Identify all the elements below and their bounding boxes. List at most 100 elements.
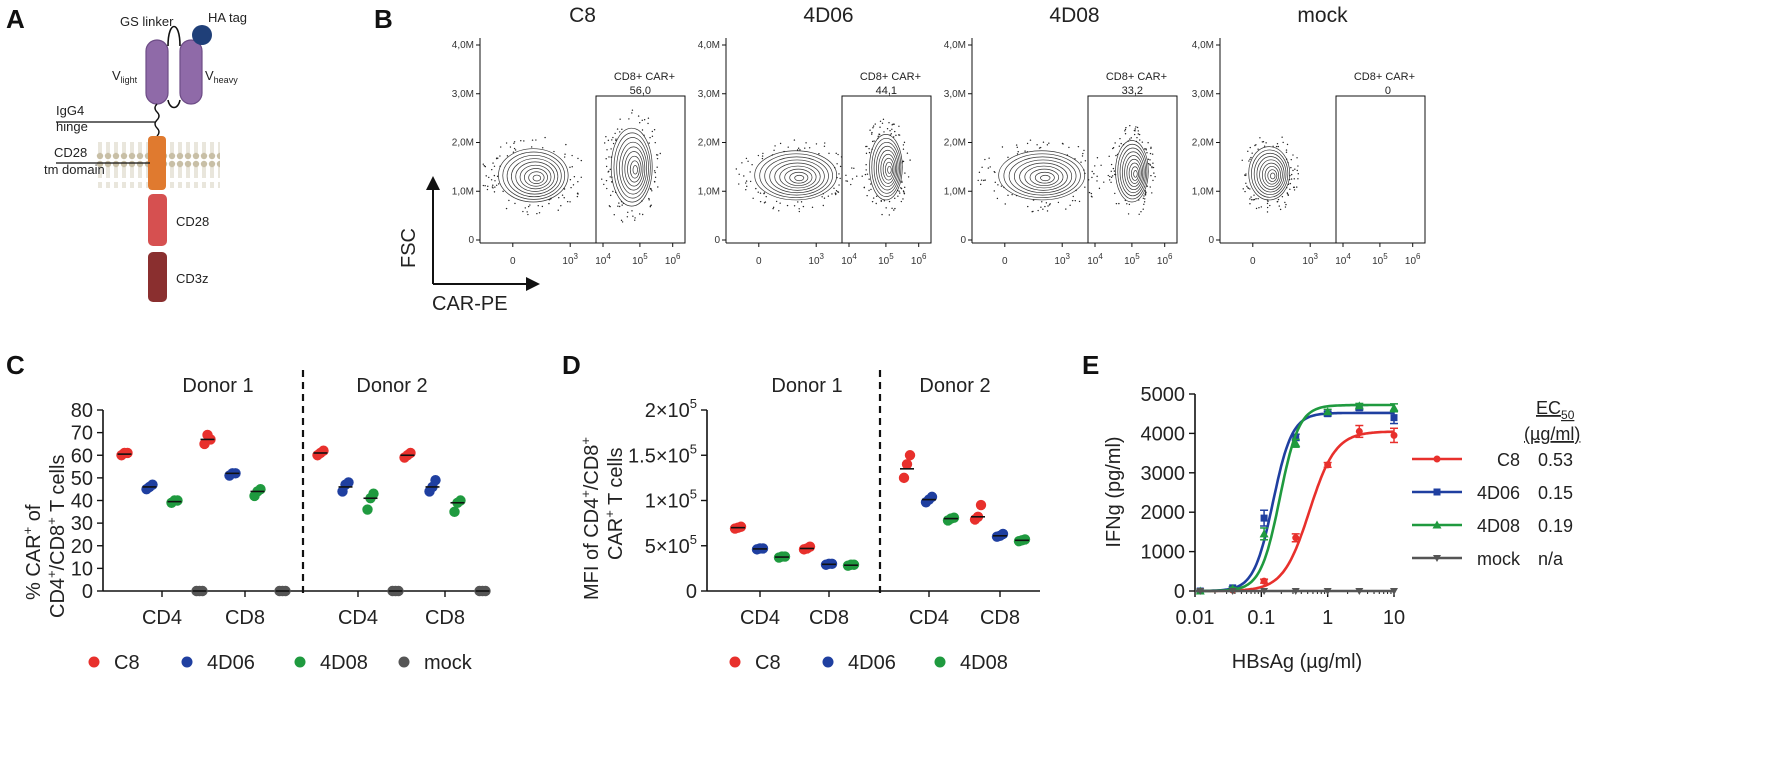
event-dot bbox=[883, 200, 886, 202]
event-dot bbox=[494, 186, 496, 188]
data-point-4D08 bbox=[172, 495, 183, 506]
event-dot bbox=[745, 189, 747, 191]
event-dot bbox=[1096, 175, 1098, 178]
car-arrowhead bbox=[526, 277, 540, 291]
event-dot bbox=[823, 145, 826, 147]
event-dot bbox=[778, 210, 780, 212]
flow-y-tick-label: 4,0M bbox=[452, 40, 474, 51]
event-dot bbox=[741, 162, 743, 164]
event-dot bbox=[888, 214, 891, 216]
event-dot bbox=[527, 213, 529, 216]
event-dot bbox=[1112, 147, 1114, 150]
event-dot bbox=[651, 190, 653, 192]
event-dot bbox=[1127, 213, 1130, 215]
event-dot bbox=[872, 125, 875, 127]
contour-line bbox=[1117, 143, 1148, 200]
data-point-C8 bbox=[318, 445, 329, 456]
event-dot bbox=[818, 152, 820, 155]
event-dot bbox=[1116, 153, 1119, 156]
event-dot bbox=[775, 200, 778, 203]
event-dot bbox=[1088, 191, 1091, 194]
event-dot bbox=[580, 176, 582, 178]
legend-marker bbox=[88, 656, 100, 668]
event-dot bbox=[870, 188, 872, 191]
y-tick-label: 1×105 bbox=[645, 487, 697, 513]
event-dot bbox=[1091, 176, 1093, 179]
event-dot bbox=[1042, 208, 1044, 210]
flow-x-tick-label: 0 bbox=[510, 256, 516, 267]
event-dot bbox=[573, 176, 576, 178]
event-dot bbox=[491, 168, 493, 171]
event-dot bbox=[996, 197, 999, 200]
event-dot bbox=[1015, 194, 1018, 197]
event-dot bbox=[875, 195, 878, 198]
event-dot bbox=[495, 157, 498, 159]
event-dot bbox=[752, 197, 754, 199]
event-dot bbox=[1045, 202, 1048, 204]
flow-y-tick-label: 2,0M bbox=[944, 138, 966, 149]
event-dot bbox=[834, 167, 836, 169]
event-dot bbox=[611, 176, 613, 178]
contour-line bbox=[1253, 152, 1287, 196]
contour-line bbox=[1019, 162, 1068, 191]
event-dot bbox=[1046, 210, 1049, 212]
event-dot bbox=[1281, 196, 1284, 198]
event-dot bbox=[541, 205, 544, 208]
event-dot bbox=[1282, 141, 1284, 144]
event-dot bbox=[850, 183, 852, 186]
contour-line bbox=[528, 171, 545, 184]
event-dot bbox=[861, 175, 863, 177]
event-dot bbox=[749, 171, 751, 173]
fit-curve-C8 bbox=[1195, 430, 1394, 593]
event-dot bbox=[811, 206, 814, 209]
event-dot bbox=[1150, 174, 1152, 177]
car-gate bbox=[1335, 95, 1426, 244]
event-dot bbox=[1242, 188, 1244, 190]
y-tick-label: 4000 bbox=[1141, 423, 1186, 445]
event-dot bbox=[1145, 191, 1147, 194]
event-dot bbox=[871, 133, 873, 135]
data-point-mock bbox=[1390, 588, 1398, 595]
flow-plot-4: mock 4,0M 3,0M 2,0M 1,0M 0 0 103 104 105 106 CD8+ C… bbox=[1192, 4, 1426, 267]
event-dot bbox=[492, 187, 494, 189]
event-dot bbox=[881, 122, 884, 125]
event-dot bbox=[1137, 130, 1139, 132]
contour-line bbox=[1256, 156, 1285, 193]
data-point-4D08 bbox=[368, 488, 379, 499]
event-dot bbox=[614, 132, 616, 135]
data-point-C8 bbox=[1390, 431, 1398, 439]
event-dot bbox=[1293, 189, 1296, 191]
event-dot bbox=[1255, 207, 1258, 210]
gate-value: 44,1 bbox=[876, 85, 897, 97]
event-dot bbox=[839, 165, 842, 168]
event-dot bbox=[898, 190, 900, 192]
event-dot bbox=[620, 219, 623, 222]
event-dot bbox=[897, 134, 900, 136]
event-dot bbox=[609, 168, 611, 171]
event-dot bbox=[1289, 174, 1291, 177]
event-dot bbox=[577, 157, 579, 160]
contour-line bbox=[1003, 153, 1081, 198]
event-dot bbox=[530, 146, 533, 148]
gate-label: CD8+ CAR+ bbox=[1354, 71, 1415, 83]
event-dot bbox=[615, 138, 617, 140]
event-dot bbox=[1046, 144, 1049, 146]
event-dot bbox=[797, 201, 799, 203]
event-dot bbox=[631, 210, 633, 212]
event-dot bbox=[1286, 143, 1289, 146]
event-dot bbox=[1057, 201, 1060, 204]
event-dot bbox=[822, 193, 824, 195]
event-dot bbox=[651, 130, 654, 133]
event-dot bbox=[891, 124, 893, 126]
event-dot bbox=[1082, 152, 1084, 155]
event-dot bbox=[580, 159, 583, 162]
data-point-mock bbox=[1355, 588, 1364, 595]
event-dot bbox=[1251, 152, 1253, 154]
event-dot bbox=[482, 184, 485, 187]
data-point-4D08 bbox=[255, 483, 266, 495]
igg4-hinge bbox=[154, 103, 160, 137]
event-dot bbox=[745, 157, 748, 160]
event-dot bbox=[1100, 164, 1102, 166]
event-dot bbox=[1007, 194, 1009, 197]
